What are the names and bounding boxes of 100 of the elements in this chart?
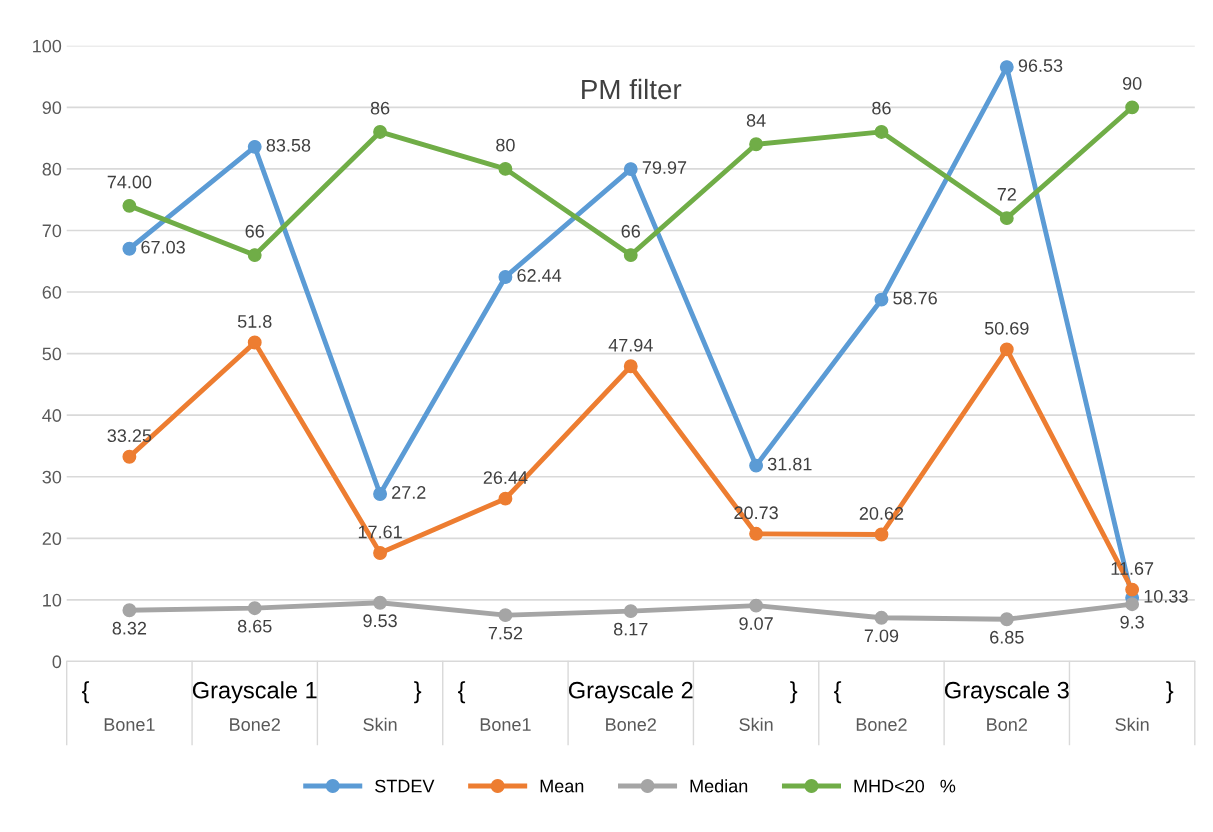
point <box>623 162 638 177</box>
point <box>498 608 513 623</box>
point <box>247 139 262 154</box>
text: } <box>414 681 422 704</box>
legend-label: STDEV <box>375 779 435 793</box>
data-label: 31.81 <box>767 457 812 471</box>
point <box>623 359 638 374</box>
point <box>623 248 638 263</box>
point <box>498 491 513 506</box>
point <box>623 604 638 619</box>
text: { <box>457 681 466 704</box>
y-tick-label: 90 <box>42 101 62 115</box>
data-label: 86 <box>370 101 390 115</box>
data-label: 8.17 <box>613 622 648 636</box>
point <box>122 241 137 256</box>
point <box>999 612 1014 627</box>
point <box>498 161 513 176</box>
point <box>1125 100 1140 115</box>
data-label: 80 <box>496 138 515 152</box>
text: } <box>790 681 798 704</box>
point <box>373 125 388 139</box>
point <box>1125 597 1140 612</box>
data-label: 79.97 <box>642 161 687 174</box>
x-tick-label: Bone2 <box>856 718 907 731</box>
data-label: 72 <box>997 187 1016 201</box>
point <box>247 248 262 263</box>
data-label: 7.09 <box>864 629 899 643</box>
point <box>247 601 262 616</box>
data-label: 47.94 <box>608 338 653 352</box>
data-label: 86 <box>872 101 891 115</box>
point <box>999 60 1014 75</box>
x-tick-label: Skin <box>739 717 773 731</box>
y-tick-label: 10 <box>43 593 62 607</box>
legend-label: Median <box>690 779 748 793</box>
point <box>247 335 262 350</box>
data-label: 62.44 <box>517 269 562 282</box>
point <box>122 449 137 464</box>
point <box>749 598 764 613</box>
data-label: 58.76 <box>893 291 937 305</box>
text: Grayscale 3 <box>944 681 1069 704</box>
x-tick-label: Bone2 <box>606 718 656 731</box>
y-tick-label: 0 <box>52 655 62 669</box>
point <box>874 125 889 139</box>
data-label: 74.00 <box>107 175 152 189</box>
data-label: 66 <box>621 224 641 238</box>
point <box>999 342 1014 357</box>
point <box>122 198 137 213</box>
x-tick-label: Bone1 <box>480 718 531 731</box>
data-label: 7.52 <box>488 626 523 640</box>
x-tick-label: Skin <box>363 717 397 731</box>
point <box>874 292 889 307</box>
point <box>1125 582 1140 597</box>
data-label: 50.69 <box>984 321 1029 335</box>
x-tick-label: Bone1 <box>104 718 155 731</box>
y-tick-label: 40 <box>42 409 62 422</box>
data-label: 66 <box>245 224 264 238</box>
legend-label: Mean <box>540 779 584 793</box>
x-tick-label: Skin <box>1115 717 1149 731</box>
point <box>373 546 388 560</box>
point <box>749 137 764 152</box>
data-label: 9.53 <box>363 614 397 628</box>
text: { <box>81 681 90 704</box>
data-label: 51.8 <box>237 315 272 328</box>
point <box>749 458 764 473</box>
point <box>874 610 889 625</box>
text: Grayscale 1 <box>192 681 317 704</box>
data-label: 33.25 <box>107 429 152 443</box>
data-label: 27.2 <box>392 486 426 499</box>
data-label: 96.53 <box>1018 59 1063 72</box>
point <box>999 211 1014 226</box>
data-label: 84 <box>746 114 766 127</box>
point <box>373 595 388 610</box>
text: Grayscale 2 <box>568 681 693 704</box>
x-tick-label: Bone2 <box>230 718 280 731</box>
legend-label: MHD<20 % <box>854 779 956 793</box>
y-tick-label: 50 <box>42 347 62 361</box>
data-label: 8.65 <box>237 619 272 633</box>
data-label: 8.32 <box>112 621 147 635</box>
point <box>373 487 388 501</box>
data-label: 67.03 <box>141 240 185 254</box>
y-tick-label: 30 <box>42 470 62 484</box>
point <box>874 527 889 542</box>
data-label: 90 <box>1122 77 1142 90</box>
point <box>122 603 137 618</box>
data-label: 9.3 <box>1120 615 1144 629</box>
y-tick-label: 70 <box>42 224 62 238</box>
data-label: 10.33 <box>1144 589 1188 603</box>
y-tick-label: 20 <box>42 532 62 546</box>
y-tick-label: 100 <box>33 39 62 53</box>
data-label: 83.58 <box>266 138 311 152</box>
data-label: 9.07 <box>739 617 773 630</box>
y-tick-label: 60 <box>42 285 62 299</box>
text: } <box>1166 681 1174 704</box>
x-tick-label: Bon2 <box>987 718 1027 731</box>
data-label: 6.85 <box>990 630 1024 644</box>
point <box>498 270 513 284</box>
text: { <box>834 681 842 704</box>
text: PM filter <box>582 78 682 100</box>
y-tick-label: 80 <box>42 162 62 176</box>
point <box>749 526 764 541</box>
